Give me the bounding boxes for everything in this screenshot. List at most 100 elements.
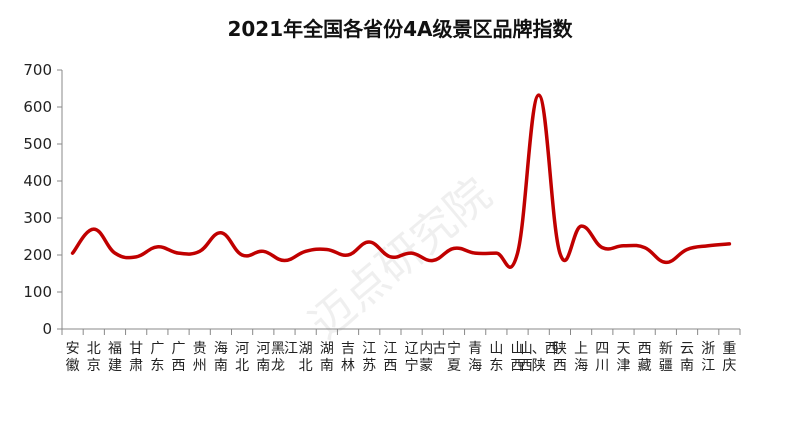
y-tick-label: 300 [23, 209, 52, 227]
y-tick-label: 500 [23, 135, 52, 153]
x-tick-label: 海南 [214, 341, 228, 374]
x-tick-label: 湖南 [320, 341, 334, 374]
x-tick-char: 北 [235, 358, 249, 374]
data-point [368, 241, 371, 244]
x-tick-label: 吉林 [341, 341, 355, 374]
x-tick-char: 青 [468, 341, 482, 357]
x-tick-char: 陕 [553, 341, 567, 357]
x-tick-char: 蒙 [419, 358, 433, 374]
x-tick-label: 江西 [383, 341, 397, 374]
x-tick-char: 浙 [701, 341, 715, 357]
data-point [452, 247, 455, 250]
data-point [92, 228, 95, 231]
x-tick-char: 西 [553, 358, 567, 374]
x-tick-char: 山 [511, 341, 525, 357]
x-tick-char: 苏 [362, 358, 376, 374]
x-tick-label: 宁夏 [447, 340, 461, 374]
x-tick-label: 安徽 [66, 341, 80, 374]
data-point [558, 252, 561, 255]
x-tick-char: 东 [150, 358, 164, 374]
data-point [410, 252, 413, 255]
x-tick-char: 建 [108, 358, 122, 374]
marks [70, 93, 732, 269]
x-tick-char: 湖 [299, 341, 313, 357]
x-tick-char: 西 [172, 358, 186, 374]
x-tick-char: 东 [489, 358, 503, 374]
x-tick-label: 辽宁 [405, 341, 419, 374]
x-tick-char: 黑 [271, 341, 285, 357]
x-tick-label: 四川 [595, 341, 609, 374]
data-point [241, 254, 244, 257]
x-tick-char: 上 [574, 341, 588, 357]
x-tick-label: 河北 [235, 341, 249, 374]
x-tick-char: 安 [66, 341, 80, 357]
x-tick-char: 西 [519, 358, 533, 374]
x-tick-char: 山 [519, 341, 533, 357]
y-tick-label: 200 [23, 246, 52, 264]
x-tick-char: 肃 [129, 358, 143, 374]
x-tick-char: 河 [256, 341, 270, 357]
x-tick-char: 海 [468, 358, 482, 374]
x-tick-char: 云 [680, 341, 694, 357]
x-tick-label: 上海 [574, 341, 588, 374]
data-point [474, 252, 477, 255]
data-point [262, 250, 265, 253]
data-point [728, 242, 731, 245]
chart-title: 2021年全国各省份4A级景区品牌指数 [227, 17, 573, 41]
x-tick-label: 江苏 [362, 341, 376, 374]
x-tick-char: 河 [235, 341, 249, 357]
x-tick-char: 徽 [66, 358, 80, 374]
x-tick-label: 云南 [680, 341, 694, 374]
x-tick-char: 吉 [341, 341, 355, 357]
x-tick-label: 甘肃 [129, 341, 143, 374]
x-tick-char: 辽 [405, 341, 419, 357]
x-tick-char: 广 [150, 341, 164, 357]
data-point [135, 255, 138, 258]
x-tick-char: 藏 [638, 358, 652, 374]
x-tick-char: 京 [87, 358, 101, 374]
y-tick-label: 700 [23, 61, 52, 79]
data-point [707, 244, 710, 247]
x-tick-char: 江 [284, 341, 298, 357]
data-point [177, 252, 180, 255]
x-tick-char: 甘 [129, 341, 143, 357]
x-tick-char: 海 [574, 358, 588, 374]
x-tick-char: 四 [595, 341, 609, 357]
x-tick-char: 龙 [271, 358, 285, 374]
data-point [389, 255, 392, 258]
data-point [686, 248, 689, 251]
x-tick-label: 黑龙江 [271, 341, 298, 374]
x-tick-label: 河南 [256, 341, 270, 374]
x-tick-char: 内 [419, 341, 433, 357]
x-tick-char: 江 [362, 341, 376, 357]
data-point [495, 252, 498, 255]
x-tick-label: 贵州 [193, 341, 207, 374]
data-point [516, 252, 519, 255]
x-tick-char: 川 [595, 358, 609, 374]
data-point [431, 259, 434, 262]
x-tick-char: 西 [545, 341, 559, 357]
series-line [70, 93, 732, 269]
data-point [71, 252, 74, 255]
x-tick-char: 南 [320, 358, 334, 374]
x-tick-char: 津 [616, 358, 630, 374]
x-tick-label: 山东 [489, 341, 503, 374]
x-tick-char: 陕 [532, 358, 546, 374]
data-point [601, 246, 604, 249]
x-tick-char: 福 [108, 341, 122, 357]
x-tick-label: 福建 [108, 341, 122, 374]
x-tick-label: 西藏 [638, 341, 652, 374]
x-tick-label: 山西、陕西 [519, 341, 559, 374]
data-point [622, 244, 625, 247]
x-tick-label: 北京 [87, 341, 101, 374]
x-tick-char: 南 [680, 358, 694, 374]
x-tick-label: 山西 [511, 341, 525, 374]
data-point [325, 248, 328, 251]
x-tick-char: 北 [87, 341, 101, 357]
x-tick-char: 北 [299, 358, 313, 374]
x-tick-label: 广东 [150, 341, 164, 374]
x-tick-char: 新 [659, 341, 673, 357]
x-tick-label: 陕西 [553, 341, 567, 374]
x-tick-char: 广 [172, 341, 186, 357]
